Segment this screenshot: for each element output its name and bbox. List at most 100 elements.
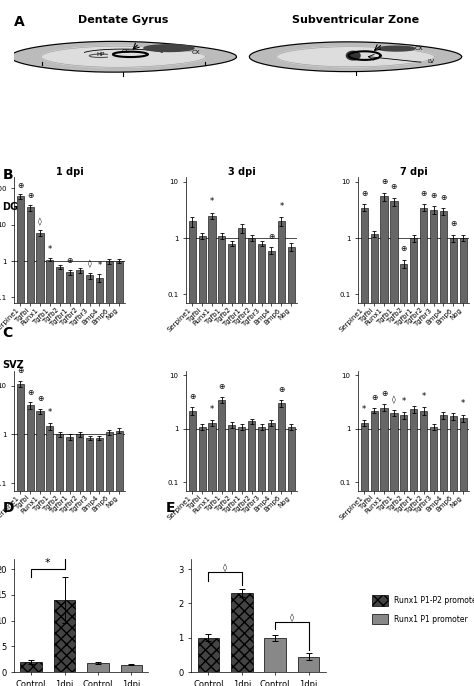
Bar (248, 238, 255, 686)
Text: CC: CC (121, 49, 130, 54)
Bar (400, 415, 408, 686)
Text: LV: LV (427, 60, 434, 64)
Bar (460, 238, 467, 686)
Bar (450, 416, 457, 686)
Text: *: * (402, 397, 406, 406)
Bar (381, 196, 388, 686)
Bar (116, 431, 123, 686)
Text: ◊: ◊ (88, 259, 91, 268)
Bar (288, 247, 295, 686)
Bar (66, 272, 73, 686)
Polygon shape (10, 41, 237, 72)
Bar (430, 210, 437, 686)
Bar (46, 426, 54, 686)
Text: *: * (210, 197, 214, 206)
Bar (219, 400, 226, 686)
Polygon shape (249, 42, 462, 71)
Bar (17, 383, 24, 686)
Bar (36, 233, 44, 686)
Bar (371, 410, 378, 686)
Text: ⊕: ⊕ (381, 390, 387, 399)
Text: SVZ: SVZ (2, 360, 24, 370)
Bar (189, 221, 196, 686)
Polygon shape (378, 46, 415, 51)
Bar (199, 236, 206, 686)
Text: ⊕: ⊕ (391, 182, 397, 191)
Text: ⊕: ⊕ (401, 244, 407, 253)
Text: ⊕: ⊕ (420, 189, 427, 198)
Bar (258, 427, 265, 686)
Text: CX: CX (415, 45, 423, 51)
Text: CX: CX (192, 50, 201, 55)
Bar (76, 270, 83, 686)
Polygon shape (144, 45, 194, 51)
Bar (54, 600, 75, 672)
Bar (27, 405, 34, 686)
Bar (430, 427, 437, 686)
Polygon shape (277, 47, 434, 67)
Bar (219, 236, 226, 686)
Bar (361, 208, 368, 686)
Bar (248, 421, 255, 686)
Bar (298, 657, 319, 672)
Text: ⊕: ⊕ (361, 189, 367, 198)
Text: ⊕: ⊕ (219, 381, 225, 390)
Bar (460, 418, 467, 686)
Text: *: * (97, 261, 101, 270)
Text: ⊕: ⊕ (381, 178, 387, 187)
Bar (56, 267, 64, 686)
Text: ◊: ◊ (392, 395, 396, 404)
Text: ◊: ◊ (223, 563, 227, 572)
Text: DG: DG (2, 202, 18, 213)
Text: ◊: ◊ (290, 613, 294, 622)
Bar (209, 215, 216, 686)
Text: *: * (362, 405, 366, 414)
Legend: Runx1 P1-P2 promoter, Runx1 P1 promoter: Runx1 P1-P2 promoter, Runx1 P1 promoter (373, 595, 474, 624)
Bar (268, 250, 275, 686)
Text: E: E (166, 501, 175, 514)
Text: *: * (210, 405, 214, 414)
Bar (199, 427, 206, 686)
Text: Dentate Gyrus: Dentate Gyrus (78, 14, 169, 25)
Bar (410, 410, 417, 686)
Text: *: * (45, 558, 51, 568)
Title: 3 dpi: 3 dpi (228, 167, 255, 177)
Bar (381, 407, 388, 686)
Bar (198, 638, 219, 672)
Bar (238, 228, 246, 686)
Bar (420, 410, 427, 686)
Text: Subventricular Zone: Subventricular Zone (292, 14, 419, 25)
Bar (420, 208, 427, 686)
Bar (27, 207, 34, 686)
Bar (258, 244, 265, 686)
Bar (288, 427, 295, 686)
Bar (46, 259, 54, 686)
Text: D: D (2, 501, 14, 514)
Bar (36, 411, 44, 686)
Title: 7 dpi: 7 dpi (400, 167, 428, 177)
Bar (96, 438, 103, 686)
Text: ⊕: ⊕ (430, 191, 437, 200)
Text: ⊕: ⊕ (27, 191, 33, 200)
Text: ⊕: ⊕ (189, 392, 195, 401)
Bar (228, 425, 236, 686)
Bar (86, 438, 93, 686)
Bar (66, 436, 73, 686)
Text: B: B (2, 168, 13, 182)
Bar (410, 238, 417, 686)
Text: ⊕: ⊕ (450, 220, 456, 228)
Text: *: * (48, 408, 52, 417)
Bar (238, 427, 246, 686)
Bar (87, 663, 109, 672)
Text: ⊕: ⊕ (17, 366, 23, 375)
Text: ⊕: ⊕ (37, 394, 43, 403)
Polygon shape (346, 51, 360, 60)
Bar (209, 423, 216, 686)
Bar (76, 434, 83, 686)
Bar (106, 432, 113, 686)
Bar (391, 202, 398, 686)
Text: *: * (279, 202, 283, 211)
Bar (231, 593, 253, 672)
Text: ◊: ◊ (38, 217, 42, 226)
Bar (391, 413, 398, 686)
